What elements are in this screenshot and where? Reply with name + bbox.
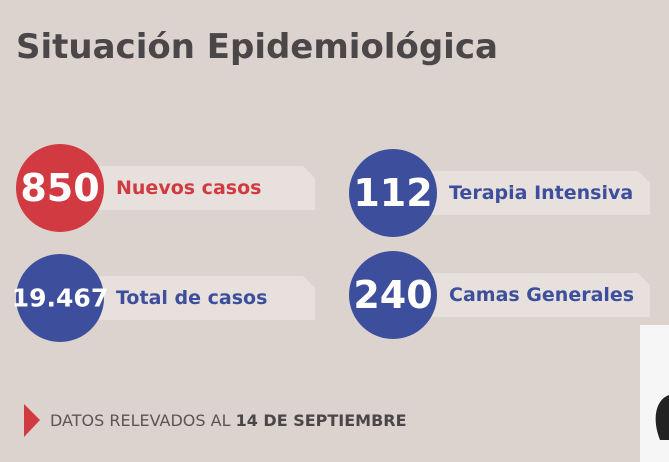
footer-arrow (24, 404, 40, 437)
footer-date: 14 DE SEPTIEMBRE (236, 411, 407, 430)
stat-label: Total de casos (116, 287, 267, 309)
label-band (393, 273, 650, 317)
stat-circle (349, 149, 437, 237)
stat-circle (16, 144, 104, 232)
footer-text: DATOS RELEVADOS AL 14 DE SEPTIEMBRE (50, 411, 407, 430)
stat-value: 19.467 (12, 284, 108, 313)
label-band (393, 171, 650, 215)
stats: 850 Nuevos casos 112 Terapia Intensiva 19.46… (12, 144, 650, 342)
stat-circle (349, 251, 437, 339)
stat-value: 850 (20, 166, 99, 210)
stat-label: Camas Generales (449, 284, 634, 306)
title: Situación Epidemiológica (16, 27, 498, 67)
video-inset (640, 325, 669, 462)
stat-label: Nuevos casos (116, 177, 261, 199)
stat-circle (16, 254, 104, 342)
stat-label: Terapia Intensiva (449, 182, 633, 204)
label-band (60, 166, 315, 210)
video-figure (655, 395, 669, 440)
stat-value: 112 (353, 171, 432, 215)
label-band (60, 276, 315, 320)
stat-value: 240 (353, 273, 432, 317)
footer-prefix: DATOS RELEVADOS AL (50, 411, 231, 430)
